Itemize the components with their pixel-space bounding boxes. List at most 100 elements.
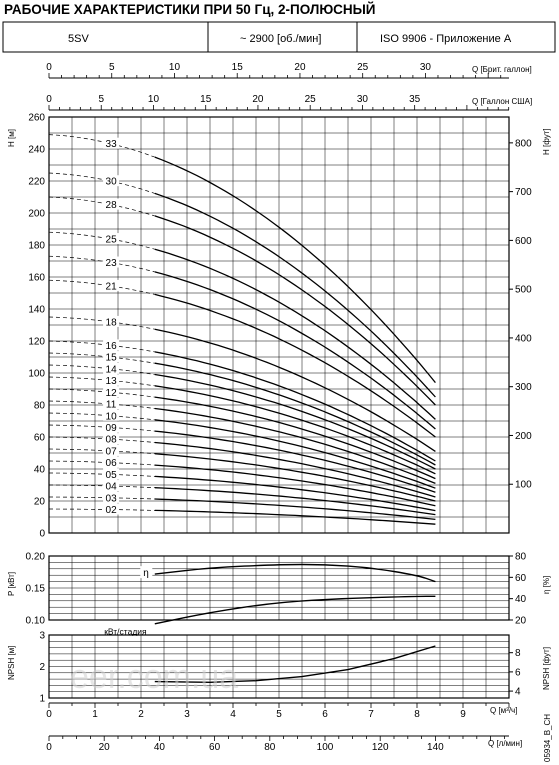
head-curve-15 — [154, 362, 436, 466]
head-curve-extension — [48, 496, 155, 500]
stage-label-bg — [103, 503, 120, 515]
stage-label-02: 02 — [106, 505, 118, 516]
head-curve-18 — [154, 328, 436, 452]
head-curve-extension — [48, 352, 155, 364]
stage-label-05: 05 — [106, 470, 118, 481]
flow-tick-label: 140 — [427, 742, 444, 753]
flow-tick-label: 0 — [46, 742, 52, 753]
flow-tick-label: 25 — [305, 94, 317, 105]
eta-label: η — [143, 568, 149, 579]
npsh-tick-label: 2 — [39, 662, 45, 673]
npsh-tick-label: 1 — [39, 694, 45, 705]
eta-tick-label: 80 — [515, 552, 527, 563]
stage-label-18: 18 — [106, 317, 118, 328]
flow-axis-title: Q [м³/ч] — [490, 706, 517, 715]
stage-label-bg — [103, 315, 120, 327]
y-tick-label: 20 — [34, 497, 46, 508]
y-tick-label: 220 — [28, 177, 45, 188]
stage-label-bg — [103, 468, 120, 480]
head-curve-extension — [48, 172, 155, 194]
head-curve-extension — [48, 472, 155, 477]
flow-tick-label: 25 — [357, 62, 369, 73]
y-tick-label: 0 — [39, 529, 45, 540]
stage-label-06: 06 — [106, 458, 118, 469]
y-tick-label: 80 — [34, 401, 46, 412]
flow-tick-label: 20 — [294, 62, 306, 73]
flow-tick-label: 15 — [232, 62, 244, 73]
stage-label-bg — [103, 279, 120, 291]
head-curve-05 — [154, 475, 436, 512]
flow-tick-label: 30 — [357, 94, 369, 105]
head-curve-10 — [154, 419, 436, 489]
p-tick-label: 0.15 — [26, 584, 46, 595]
speed-label: ~ 2900 [об./мин] — [240, 33, 321, 45]
stage-label-09: 09 — [106, 423, 118, 434]
kw-label-bg — [102, 625, 165, 637]
p-tick-label: 0.20 — [26, 552, 46, 563]
kw-per-stage-label: кВт/стадия — [104, 627, 147, 637]
y-tick-label: 120 — [28, 337, 45, 348]
flow-tick-label: 5 — [276, 709, 282, 720]
flow-tick-label: 1 — [92, 709, 98, 720]
flow-tick-label: 30 — [420, 62, 432, 73]
flow-tick-label: 120 — [372, 742, 389, 753]
y-right-axis-title: H [фут] — [542, 128, 551, 155]
eta-axis-title: η [%] — [542, 576, 551, 594]
head-curves-panel: 0204060801001201401601802002202402601002… — [7, 113, 551, 540]
stage-label-10: 10 — [106, 411, 118, 422]
power-efficiency-panel: 0.10 0.15 0.20 20 40 60 80 P [кВт] η [%] η кВт/ста… — [7, 552, 551, 637]
stage-label-28: 28 — [106, 200, 118, 211]
npsh-ft-tick-label: 4 — [515, 687, 521, 698]
head-curve-extension — [48, 279, 155, 295]
flow-tick-label: 10 — [169, 62, 181, 73]
eta-tick-label: 20 — [515, 616, 527, 627]
stage-label-bg — [103, 409, 120, 421]
stage-label-03: 03 — [106, 493, 118, 504]
head-curve-21 — [154, 293, 436, 438]
watermark: eer.com.ua — [70, 658, 238, 696]
efficiency-curve — [154, 563, 436, 583]
flow-tick-label: 20 — [99, 742, 111, 753]
y-tick-label: 100 — [28, 369, 45, 380]
stage-label-bg — [103, 456, 120, 468]
stage-label-15: 15 — [106, 353, 118, 364]
npsh-ft-axis-title: NPSH [фут] — [542, 647, 551, 690]
flow-tick-label: 100 — [317, 742, 334, 753]
npsh-curve — [154, 645, 436, 683]
flow-tick-label: 4 — [230, 709, 236, 720]
stage-label-bg — [103, 444, 120, 456]
head-curve-30 — [154, 192, 436, 398]
y-right-tick-label: 500 — [515, 285, 532, 296]
head-curve-extension — [48, 364, 155, 375]
head-curve-28 — [154, 215, 436, 406]
flow-axis-title: Q [л/мин] — [488, 739, 522, 748]
flow-tick-label: 5 — [109, 62, 115, 73]
eta-tick-label: 60 — [515, 573, 527, 584]
stage-label-bg — [103, 339, 120, 351]
flow-tick-label: 10 — [148, 94, 160, 105]
y-right-tick-label: 400 — [515, 333, 532, 344]
head-curve-extension — [48, 388, 155, 398]
stage-label-bg — [103, 386, 120, 398]
stage-label-33: 33 — [106, 139, 118, 150]
stage-label-12: 12 — [106, 388, 118, 399]
flow-tick-label: 60 — [209, 742, 221, 753]
stage-label-04: 04 — [106, 482, 118, 493]
head-curve-23 — [154, 271, 436, 430]
y-tick-label: 140 — [28, 305, 45, 316]
p-axis-title: P [кВт] — [7, 572, 16, 596]
npsh-ft-tick-label: 6 — [515, 667, 521, 678]
head-curve-extension — [48, 448, 155, 455]
npsh-tick-label: 3 — [39, 631, 45, 642]
eta-tick-label: 40 — [515, 594, 527, 605]
stage-label-08: 08 — [106, 435, 118, 446]
head-curve-extension — [48, 376, 155, 387]
flow-tick-label: 35 — [409, 94, 421, 105]
flow-tick-label: 5 — [98, 94, 104, 105]
head-curve-08 — [154, 441, 436, 498]
head-curve-extension — [48, 231, 155, 250]
stage-label-11: 11 — [106, 400, 117, 411]
head-curve-extension — [48, 436, 155, 443]
stage-label-bg — [103, 256, 120, 268]
